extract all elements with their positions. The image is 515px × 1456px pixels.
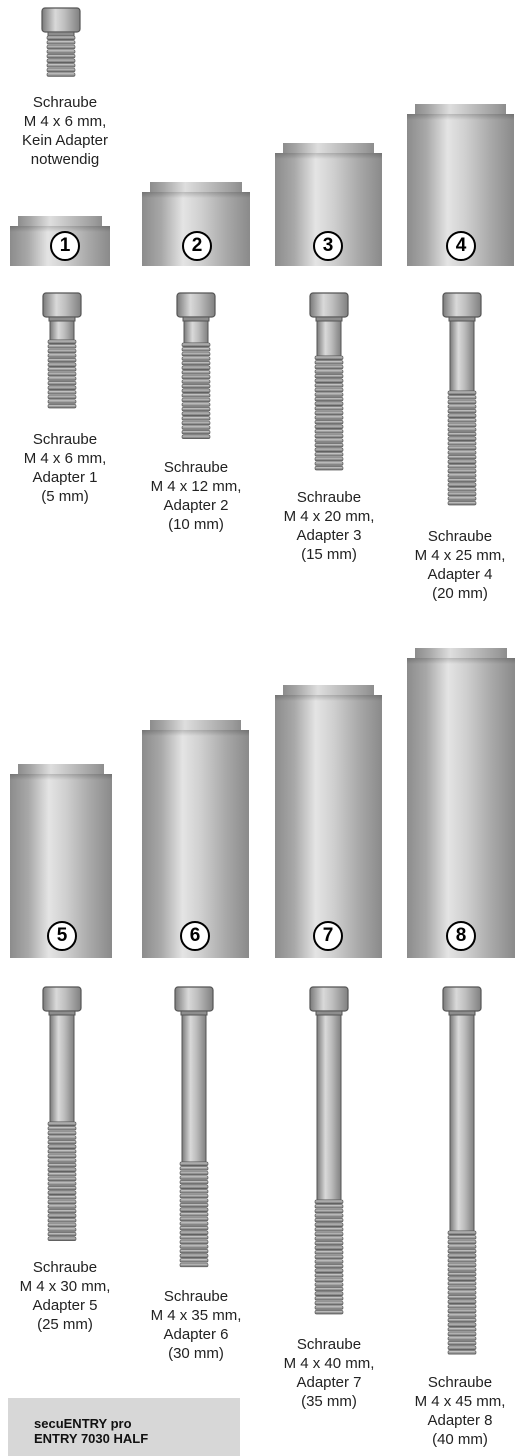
screw-6 — [174, 986, 214, 1268]
screw-caption-4: Schraube M 4 x 25 mm, Adapter 4 (20 mm) — [414, 528, 506, 602]
product-name: secuENTRY pro — [34, 1416, 132, 1431]
screw-top — [41, 7, 81, 77]
adapter-number-6: 6 — [180, 921, 210, 951]
adapter-3 — [275, 143, 382, 266]
adapter-5 — [10, 764, 112, 958]
adapter-6 — [142, 720, 249, 958]
product-label: secuENTRY pro ENTRY 7030 HALF — [8, 1398, 240, 1456]
top-screw-caption: Schraube M 4 x 6 mm, Kein Adapter notwen… — [22, 94, 108, 168]
screw-4 — [442, 292, 482, 506]
screw-caption-6: Schraube M 4 x 35 mm, Adapter 6 (30 mm) — [150, 1288, 242, 1362]
screw-caption-2: Schraube M 4 x 12 mm, Adapter 2 (10 mm) — [150, 459, 242, 533]
screw-3 — [309, 292, 349, 471]
adapter-number-5: 5 — [47, 921, 77, 951]
adapter-number-3: 3 — [313, 231, 343, 261]
adapter-number-8: 8 — [446, 921, 476, 951]
screw-caption-8: Schraube M 4 x 45 mm, Adapter 8 (40 mm) — [414, 1374, 506, 1448]
adapter-7 — [275, 685, 382, 958]
screw-caption-3: Schraube M 4 x 20 mm, Adapter 3 (15 mm) — [283, 489, 375, 563]
screw-2 — [176, 292, 216, 439]
screw-7 — [309, 986, 349, 1315]
product-model: ENTRY 7030 HALF — [34, 1431, 149, 1446]
adapter-number-1: 1 — [50, 231, 80, 261]
screw-8 — [442, 986, 482, 1355]
adapter-8 — [407, 648, 515, 958]
adapter-number-2: 2 — [182, 231, 212, 261]
screw-5 — [42, 986, 82, 1241]
adapter-number-4: 4 — [446, 231, 476, 261]
adapter-number-7: 7 — [313, 921, 343, 951]
screw-caption-7: Schraube M 4 x 40 mm, Adapter 7 (35 mm) — [283, 1336, 375, 1410]
screw-caption-5: Schraube M 4 x 30 mm, Adapter 5 (25 mm) — [19, 1259, 111, 1333]
screw-1 — [42, 292, 82, 409]
screw-caption-1: Schraube M 4 x 6 mm, Adapter 1 (5 mm) — [23, 431, 107, 505]
